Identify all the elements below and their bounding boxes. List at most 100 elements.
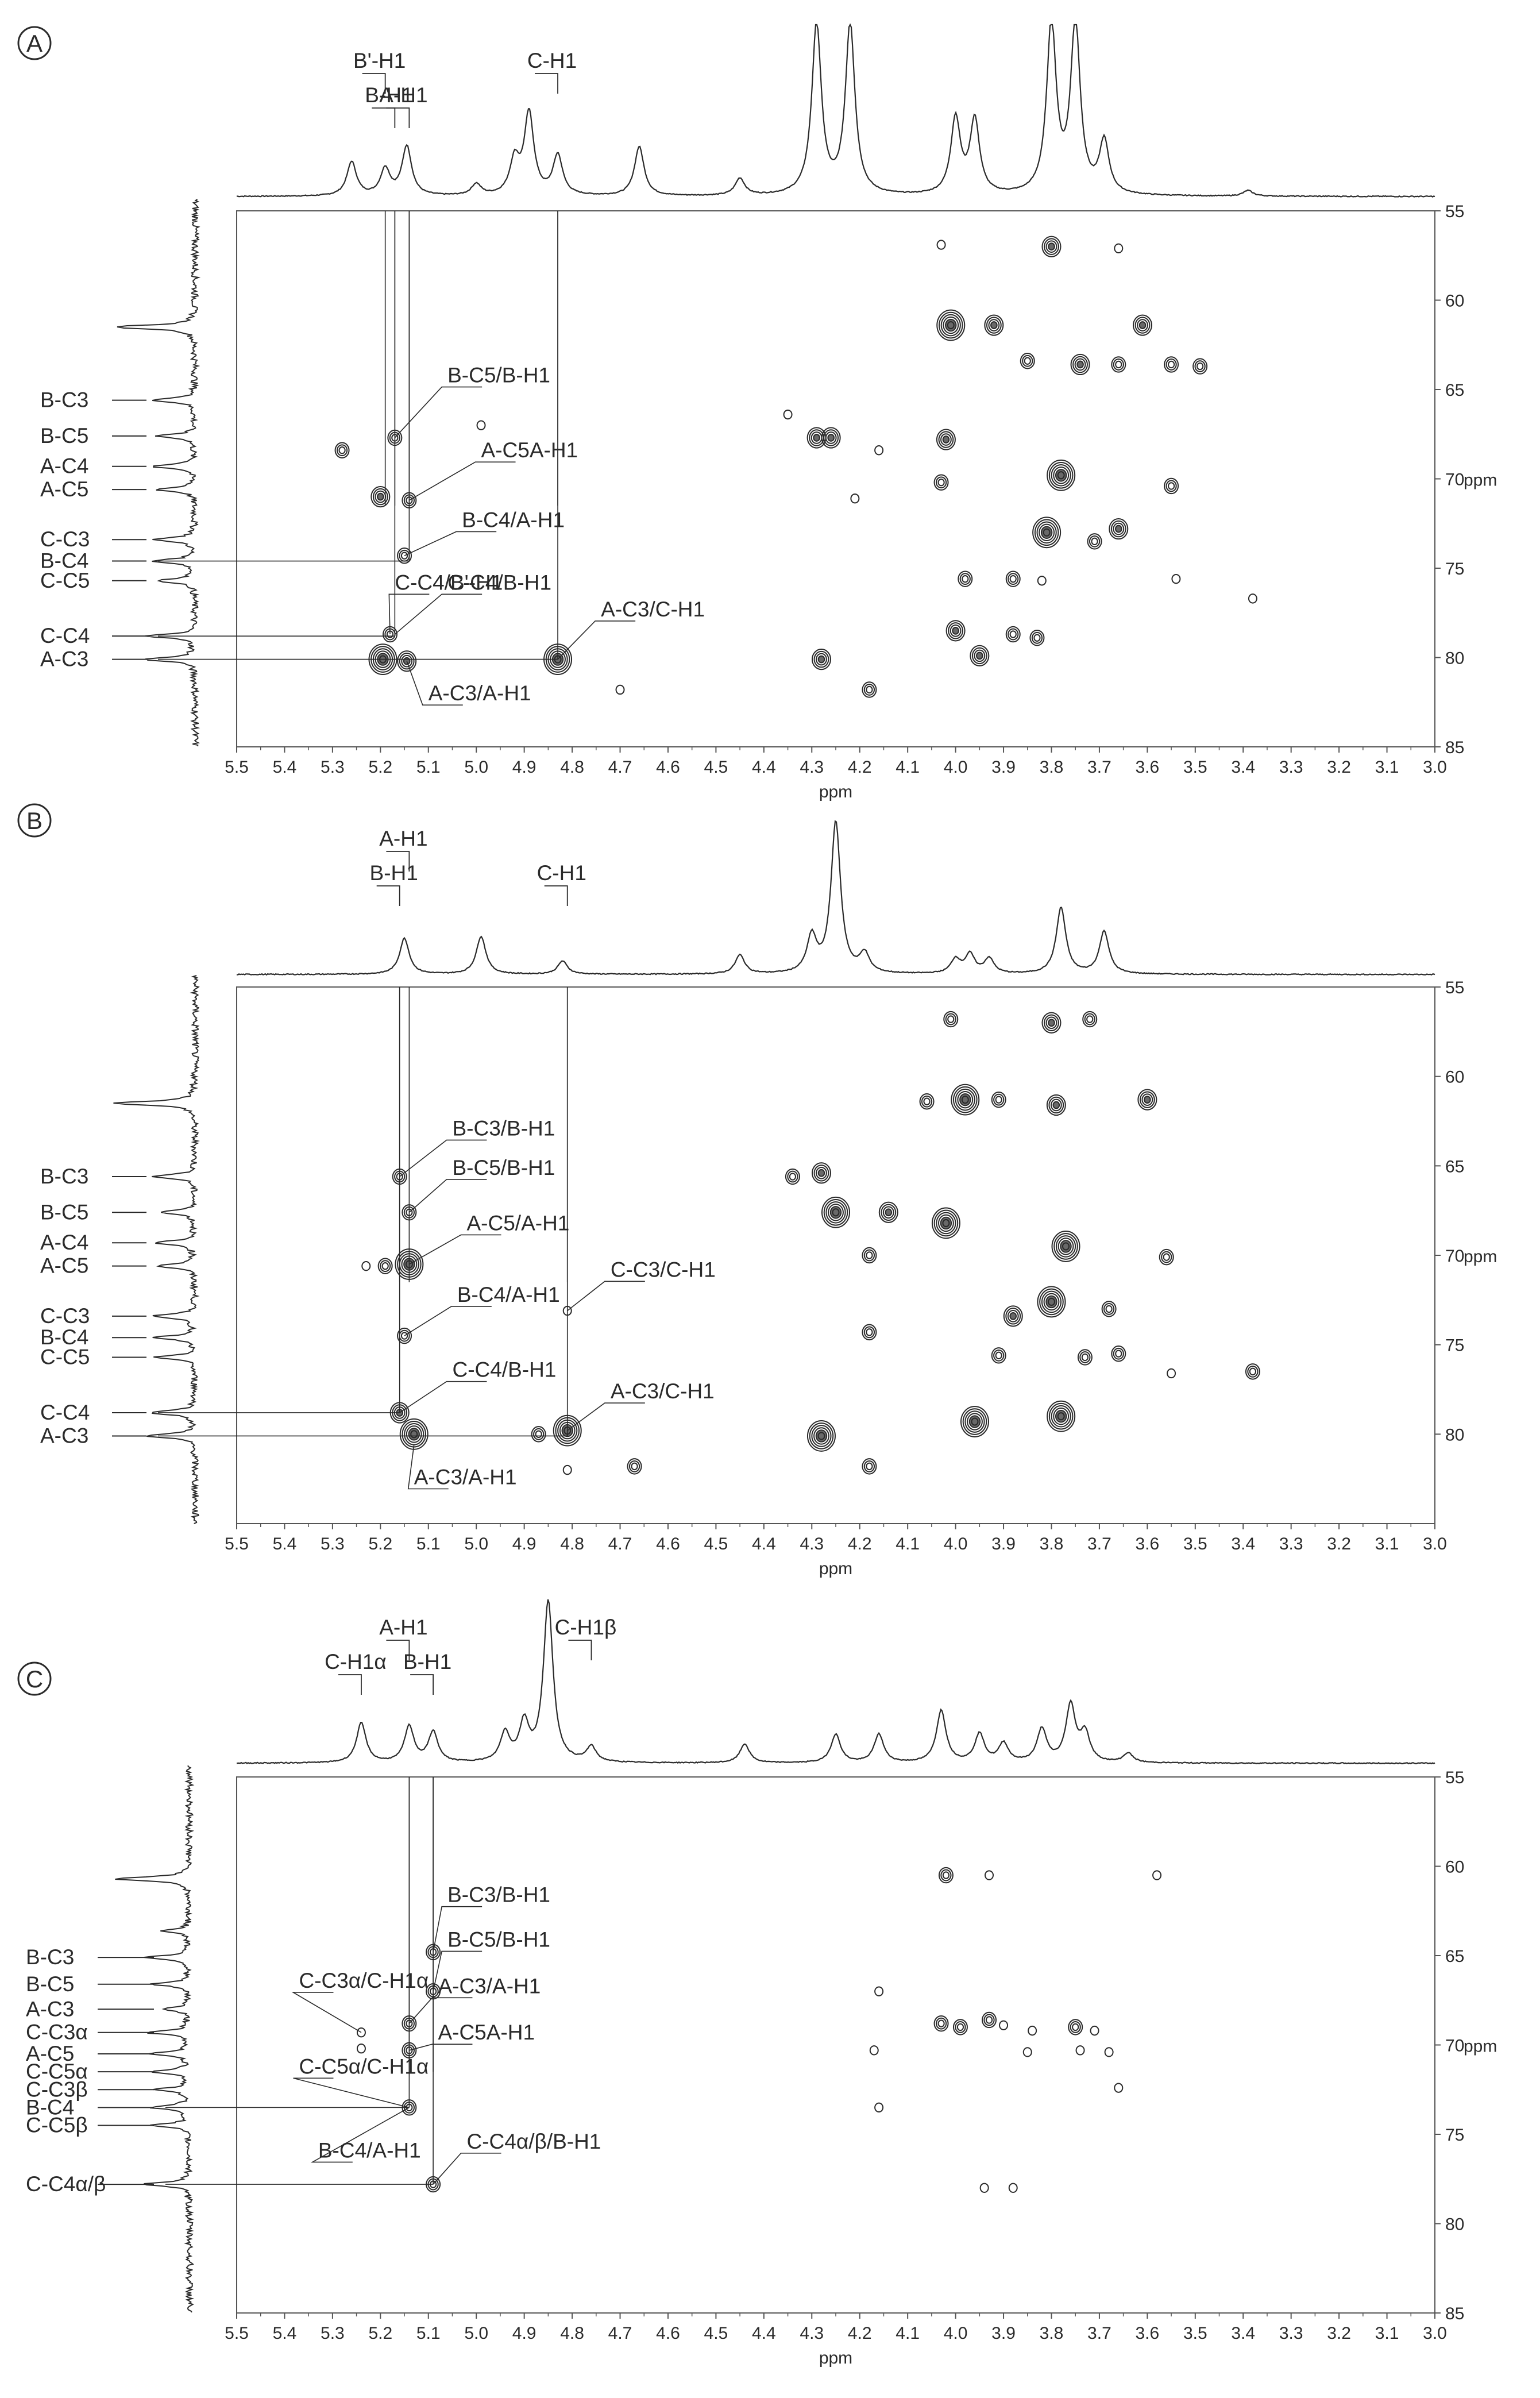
cross-peak-contour (430, 1987, 437, 1995)
f1-peak-label: B-C5 (26, 1972, 74, 1996)
annotation-leader (408, 461, 516, 501)
cross-peak-contour (1039, 1288, 1064, 1316)
cross-peak-contour (1053, 467, 1070, 484)
x-tick-label: 3.9 (991, 1535, 1016, 1553)
cross-peak-contour (956, 2023, 964, 2031)
f2-peak-label: A-H1 (379, 1616, 427, 1639)
cross-peak-contour (631, 1462, 638, 1471)
cross-peak-contour (1247, 1365, 1259, 1378)
cross-peak-contour (1072, 356, 1088, 373)
x-tick-label: 4.1 (896, 758, 920, 777)
y-tick-label: 80 (1445, 2215, 1464, 2234)
cross-peak-contour (391, 434, 399, 442)
cross-peak-core (1056, 1410, 1066, 1422)
cross-peak-contour (809, 1422, 834, 1449)
cross-peak-contour (380, 1260, 391, 1273)
f1-peak-label: B-C4 (26, 2095, 74, 2119)
cross-peak-contour (970, 645, 990, 666)
cross-peak-contour (785, 1168, 800, 1185)
x-tick-label: 4.0 (944, 2324, 968, 2343)
cross-peak-contour (395, 1248, 424, 1280)
cross-peak-contour (1249, 1367, 1257, 1376)
cross-peak-contour (948, 622, 963, 639)
y-tick-label: 75 (1445, 560, 1464, 579)
cross-peak-contour (427, 2178, 439, 2191)
y-tick-label: 55 (1445, 1768, 1464, 1787)
x-tick-label: 4.6 (656, 1535, 680, 1553)
cross-peak-contour (1115, 1350, 1122, 1358)
x-tick-label: 5.3 (321, 1535, 345, 1553)
cross-peak-contour (950, 624, 962, 637)
cross-peak-contour (406, 496, 413, 504)
cross-peak-core (816, 1431, 827, 1441)
cross-peak-annotation: C-C4/B-H1 (452, 1358, 556, 1382)
cross-peak-contour (628, 1460, 640, 1472)
cross-peak-contour (551, 653, 564, 666)
cross-peak-contour (1101, 1301, 1117, 1317)
cross-peak-contour (1113, 522, 1125, 535)
x-tick-label: 3.8 (1040, 2324, 1064, 2343)
f2-label-leader (568, 1640, 592, 1660)
cross-peak-contour (945, 1013, 956, 1025)
cross-peak-annotation: B-C3/B-H1 (452, 1116, 555, 1140)
cross-peak-contour (1087, 533, 1102, 550)
x-tick-label: 3.5 (1183, 2324, 1207, 2343)
cross-peak-contour (882, 1206, 894, 1219)
f1-peak-label: A-C3 (26, 1997, 74, 2021)
x-tick-label: 4.7 (608, 2324, 632, 2343)
carbon-projection-trace (113, 975, 200, 1524)
f2-peak-label: C-H1β (555, 1616, 617, 1639)
annotation-leader (433, 1906, 483, 1952)
cross-peak-contour (397, 548, 412, 564)
x-tick-label: 3.5 (1183, 758, 1207, 777)
cross-peak-contour (387, 429, 403, 446)
cross-peak-contour (1045, 1016, 1057, 1030)
y-tick-label: 70 (1445, 2037, 1464, 2056)
f2-label-leader (544, 885, 568, 906)
cross-peak-contour (1048, 1096, 1064, 1114)
cross-peak-annotation: A-C5/A-H1 (467, 1211, 570, 1235)
cross-peak-contour (1047, 459, 1076, 491)
annotation-leader (567, 1281, 645, 1312)
x-tick-label: 3.0 (1423, 1535, 1447, 1553)
cross-peak-contour (1141, 1093, 1153, 1106)
x-tick-label: 5.0 (464, 2324, 488, 2343)
cross-peak-contour (959, 573, 971, 585)
cross-peak-contour (936, 429, 956, 450)
x-tick-label: 4.6 (656, 2324, 680, 2343)
cross-peak-contour (1007, 1310, 1019, 1323)
f1-peak-label: A-C5 (40, 477, 88, 501)
cross-peak-annotation: A-C3/A-H1 (414, 1466, 517, 1489)
x-tick-label: 3.1 (1375, 2324, 1399, 2343)
carbon-projection-trace (117, 199, 201, 747)
cross-peak-core (1056, 470, 1066, 481)
cross-peak-contour (1022, 354, 1033, 367)
cross-peak-contour (1164, 356, 1179, 373)
panel-letter-circle (17, 1661, 52, 1696)
annotation-leader (557, 620, 636, 660)
x-tick-label: 4.9 (512, 2324, 537, 2343)
x-tick-label: 3.3 (1279, 1535, 1303, 1553)
f1-peak-label: C-C3β (26, 2077, 88, 2101)
cross-peak-contour (1090, 2025, 1099, 2036)
y-tick-label: 80 (1445, 1425, 1464, 1444)
cross-peak-contour (561, 1424, 573, 1437)
cross-peak-contour (1070, 353, 1090, 376)
cross-peak-contour (1053, 1233, 1078, 1260)
cross-peak-contour (971, 647, 987, 665)
cross-peak-contour (806, 1420, 836, 1452)
annotation-leader (399, 1139, 487, 1177)
cross-peak-contour (813, 1165, 829, 1182)
cross-peak-core (1047, 1296, 1056, 1308)
f1-peak-label: A-C4 (40, 454, 88, 478)
f2-label-leader (386, 851, 410, 872)
cross-peak-contour (1081, 1353, 1089, 1362)
panel-letter-circle (17, 803, 52, 838)
cross-peak-contour (993, 1093, 1005, 1106)
cross-peak-contour (937, 2019, 945, 2027)
cross-peak-contour (984, 314, 1004, 336)
cross-peak-annotation: B-C3/B-H1 (447, 1883, 550, 1907)
panel-label: B (26, 807, 43, 834)
cross-peak-contour (959, 1093, 971, 1107)
cross-peak-contour (816, 1166, 827, 1179)
